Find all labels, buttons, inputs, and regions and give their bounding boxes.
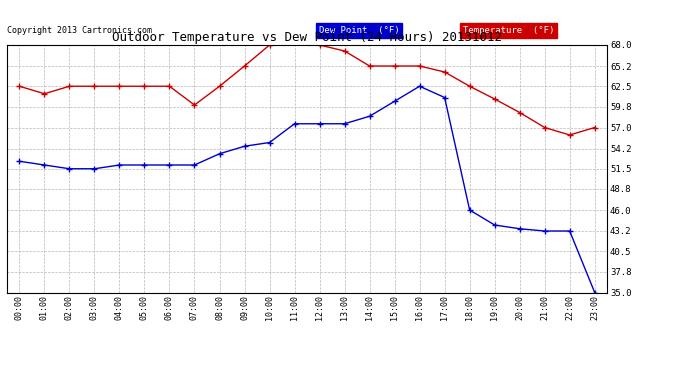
Text: Dew Point  (°F): Dew Point (°F) [319, 26, 400, 35]
Text: Temperature  (°F): Temperature (°F) [463, 26, 555, 35]
Title: Outdoor Temperature vs Dew Point (24 Hours) 20131012: Outdoor Temperature vs Dew Point (24 Hou… [112, 31, 502, 44]
Text: Copyright 2013 Cartronics.com: Copyright 2013 Cartronics.com [7, 26, 152, 35]
